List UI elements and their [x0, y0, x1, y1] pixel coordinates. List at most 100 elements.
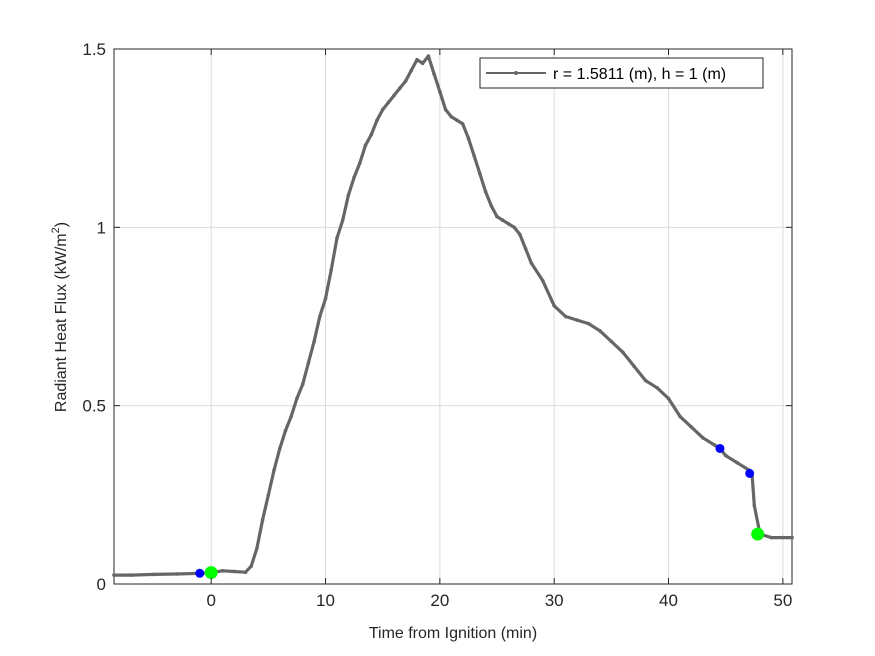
- data-point: [249, 564, 253, 568]
- legend: r = 1.5811 (m), h = 1 (m): [479, 57, 764, 89]
- data-point: [438, 90, 442, 94]
- data-point: [483, 189, 488, 194]
- y-tick-label: 1.5: [82, 40, 106, 59]
- plot-frame: [113, 48, 793, 585]
- data-point: [289, 414, 294, 419]
- markers-layer: [195, 443, 765, 580]
- data-point: [752, 503, 757, 508]
- data-point: [312, 339, 316, 344]
- x-axis-ticks: 0 10 20 30 40 50: [206, 49, 792, 610]
- legend-entry-label: r = 1.5811 (m), h = 1 (m): [553, 66, 726, 83]
- data-point: [678, 414, 682, 419]
- data-point: [358, 161, 362, 165]
- data-point: [375, 118, 379, 123]
- x-tick-label: 0: [206, 591, 215, 610]
- data-point: [552, 304, 556, 308]
- data-point: [426, 54, 431, 58]
- data-point: [363, 143, 368, 148]
- data-point: [420, 61, 425, 66]
- y-axis-ticks: 0 0.5 1 1.5: [82, 40, 792, 594]
- data-point: [541, 279, 545, 283]
- data-point: [598, 329, 602, 333]
- data-point: [323, 296, 328, 301]
- data-point: [392, 93, 396, 98]
- data-point: [655, 386, 659, 390]
- data-point: [575, 318, 579, 322]
- x-tick-label: 40: [659, 591, 678, 610]
- data-point: [243, 570, 248, 574]
- data-point: [563, 314, 568, 319]
- x-axis-label: Time from Ignition (min): [369, 625, 537, 642]
- data-point: [495, 214, 499, 219]
- data-point: [409, 68, 414, 73]
- data-point: [340, 218, 345, 222]
- y-tick-label: 0: [97, 575, 106, 594]
- data-point: [175, 572, 179, 576]
- data-point: [300, 382, 305, 387]
- data-point: [266, 493, 271, 497]
- data-point: [466, 136, 471, 140]
- y-tick-label: 1: [97, 218, 106, 237]
- data-point: [295, 396, 299, 401]
- data-point: [666, 396, 671, 401]
- data-point: [386, 100, 391, 105]
- x-tick-label: 10: [316, 591, 335, 610]
- event-marker: [715, 443, 725, 453]
- data-point: [523, 246, 528, 251]
- series-layer: [112, 54, 794, 577]
- data-point: [790, 535, 794, 540]
- data-point: [220, 569, 225, 573]
- data-point: [255, 546, 259, 551]
- data-point: [643, 378, 648, 383]
- data-point: [472, 154, 477, 158]
- event-marker: [751, 527, 765, 541]
- data-point: [346, 193, 351, 197]
- data-point: [306, 361, 311, 365]
- data-point: [769, 535, 774, 540]
- data-point: [506, 222, 511, 226]
- y-axis-label: Radiant Heat Flux (kW/m2): [50, 222, 70, 412]
- x-tick-label: 20: [430, 591, 449, 610]
- data-point: [232, 569, 236, 574]
- data-point: [723, 453, 728, 458]
- data-point: [632, 364, 636, 369]
- data-point: [112, 573, 116, 577]
- data-point: [529, 261, 534, 265]
- data-point: [283, 428, 288, 433]
- data-point: [512, 225, 516, 230]
- data-point: [781, 535, 785, 540]
- data-point: [478, 172, 482, 176]
- event-marker: [745, 468, 755, 478]
- data-point: [460, 122, 465, 126]
- data-point: [701, 436, 705, 440]
- data-point: [621, 350, 625, 355]
- event-marker: [195, 568, 205, 578]
- data-point: [689, 425, 694, 429]
- plot-area: [113, 48, 793, 585]
- data-point: [712, 443, 717, 447]
- event-marker: [204, 566, 218, 580]
- data-point: [260, 518, 265, 522]
- data-point: [129, 573, 133, 577]
- data-point: [352, 175, 356, 180]
- data-point: [609, 339, 614, 344]
- data-point: [586, 321, 591, 326]
- data-point: [518, 232, 522, 237]
- data-point: [369, 132, 374, 137]
- data-point: [318, 314, 322, 319]
- data-point: [443, 107, 448, 112]
- series-line: [112, 54, 794, 577]
- data-point: [278, 446, 282, 451]
- data-point: [329, 268, 334, 272]
- grid: [114, 48, 792, 585]
- y-tick-label: 0.5: [82, 397, 106, 416]
- x-tick-label: 50: [773, 591, 792, 610]
- data-point: [449, 115, 454, 119]
- data-point: [398, 86, 402, 90]
- data-point: [403, 79, 408, 83]
- data-point: [415, 57, 419, 62]
- data-point: [735, 460, 739, 465]
- legend-marker-sample: [514, 71, 518, 75]
- data-point: [380, 107, 385, 112]
